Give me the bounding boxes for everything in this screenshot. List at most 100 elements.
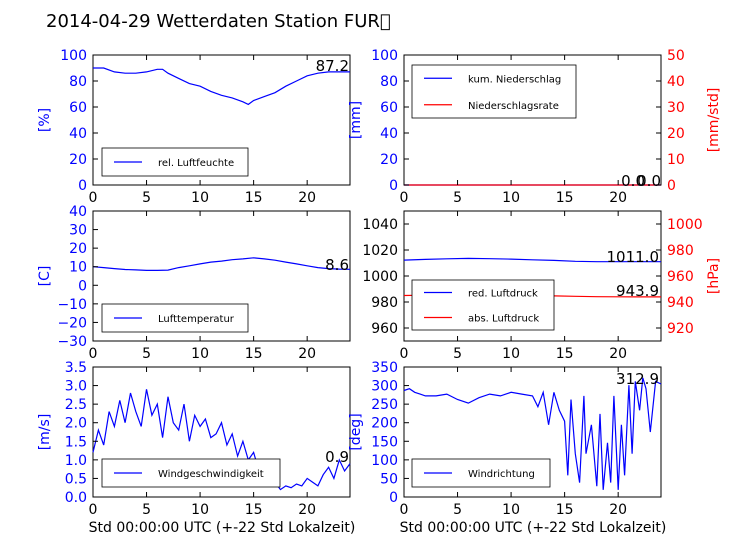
series-line-1 bbox=[403, 377, 662, 490]
legend-entry: abs. Luftdruck bbox=[468, 314, 539, 325]
y-tick-label: 20 bbox=[69, 152, 87, 168]
y-tick-label: 250 bbox=[371, 397, 398, 413]
x-tick-label: 10 bbox=[191, 502, 209, 518]
y-tick-label-right: 1000 bbox=[667, 217, 703, 233]
x-tick-label: 0 bbox=[400, 502, 409, 518]
y-tick-label: 100 bbox=[60, 48, 87, 64]
current-value-label: 0.0 bbox=[621, 172, 645, 190]
y-tick-label: 960 bbox=[371, 321, 398, 337]
legend-box bbox=[411, 279, 555, 331]
x-tick-label: 5 bbox=[453, 346, 462, 362]
y-tick-label: 10 bbox=[69, 260, 87, 276]
legend-box bbox=[411, 64, 577, 119]
series-line-1 bbox=[403, 257, 661, 263]
y-tick-label-right: 40 bbox=[667, 74, 685, 90]
y-tick-label-right: 960 bbox=[667, 269, 694, 285]
series-line-1 bbox=[93, 67, 350, 106]
x-tick-label: 15 bbox=[245, 502, 263, 518]
x-axis-label-right: Std 00:00:00 UTC (+-22 Std Lokalzeit) bbox=[400, 520, 667, 536]
x-tick-label: 0 bbox=[400, 346, 409, 362]
x-tick-label: 20 bbox=[609, 502, 627, 518]
y-tick-label: 0 bbox=[78, 178, 87, 194]
legend-entry: red. Luftdruck bbox=[468, 289, 538, 300]
x-tick-label: 0 bbox=[89, 346, 98, 362]
y-tick-label: 350 bbox=[371, 360, 398, 376]
y-tick-label: 100 bbox=[371, 453, 398, 469]
x-tick-label: 0 bbox=[89, 502, 98, 518]
y-tick-label: 40 bbox=[380, 126, 398, 142]
x-tick-label: 0 bbox=[400, 190, 409, 206]
series-line-1 bbox=[92, 389, 351, 491]
y-tick-label-right: 50 bbox=[667, 48, 685, 64]
x-tick-label: 0 bbox=[89, 190, 98, 206]
y-tick-label: 50 bbox=[380, 471, 398, 487]
plot-frame bbox=[92, 210, 351, 342]
y-tick-label: 80 bbox=[69, 74, 87, 90]
x-tick-label: 10 bbox=[191, 346, 209, 362]
y-tick-label: 0.5 bbox=[65, 471, 87, 487]
legend-entry: rel. Luftfeuchte bbox=[158, 158, 234, 169]
y-tick-label: 60 bbox=[69, 100, 87, 116]
series-line-1 bbox=[92, 257, 351, 271]
y-tick-label: 20 bbox=[380, 152, 398, 168]
x-tick-label: 15 bbox=[556, 502, 574, 518]
x-tick-label: 15 bbox=[556, 346, 574, 362]
legend: kum. Niederschlag Niederschlagsrate bbox=[411, 64, 577, 119]
legend: rel. Luftfeuchte bbox=[101, 147, 249, 177]
x-tick-label: 5 bbox=[453, 190, 462, 206]
chart-panel-2: 0 5 10 15 20 0 20 40 60 80 100 0 10 20 30 40 50 [mm] [mm/s… bbox=[348, 48, 722, 206]
y-tick-label: 1040 bbox=[362, 217, 398, 233]
y-tick-label: 80 bbox=[380, 74, 398, 90]
current-value-label-right: 943.9 bbox=[616, 282, 659, 300]
y-tick-label: 40 bbox=[69, 204, 87, 220]
y-tick-label: 2.0 bbox=[65, 416, 87, 432]
x-tick-label: 20 bbox=[298, 190, 316, 206]
chart-panel-6: 0 5 10 15 20050100150200250300350[deg]312.9W… bbox=[348, 360, 662, 518]
legend-entry: kum. Niederschlag bbox=[468, 74, 561, 85]
y-tick-label: 1000 bbox=[362, 269, 398, 285]
y-tick-label: 0 bbox=[78, 278, 87, 294]
current-value-label-right: 0.0 bbox=[637, 172, 661, 190]
chart-panel-5: 0 5 10 15 20 0.0 0.5 1.0 1.5 2.0 2.5 3.0 3.5 [m/s] 0.9… bbox=[37, 360, 351, 518]
page-title: 2014-04-29 Wetterdaten Station FUR  bbox=[46, 11, 391, 32]
y-tick-label: 1.0 bbox=[65, 453, 87, 469]
x-tick-label: 5 bbox=[142, 346, 151, 362]
y-axis-label: [mm] bbox=[348, 101, 364, 139]
y-tick-label: 40 bbox=[69, 126, 87, 142]
x-tick-label: 15 bbox=[245, 190, 263, 206]
legend: Windgeschwindigkeit bbox=[101, 458, 281, 488]
y-tick-label: −10 bbox=[57, 297, 87, 313]
legend: Windrichtung bbox=[411, 458, 551, 488]
current-value-label: 312.9 bbox=[616, 370, 659, 388]
y-axis-label-right: [hPa] bbox=[706, 258, 722, 294]
plot-frame bbox=[92, 54, 351, 186]
legend: Lufttemperatur bbox=[101, 303, 249, 333]
y-tick-label-right: 940 bbox=[667, 295, 694, 311]
y-tick-label: 1020 bbox=[362, 243, 398, 259]
x-tick-label: 10 bbox=[502, 502, 520, 518]
x-tick-label: 5 bbox=[142, 502, 151, 518]
x-axis-label-left: Std 00:00:00 UTC (+-22 Std Lokalzeit) bbox=[89, 520, 356, 536]
x-tick-label: 20 bbox=[298, 346, 316, 362]
y-tick-label-right: 20 bbox=[667, 126, 685, 142]
y-tick-label-right: 30 bbox=[667, 100, 685, 116]
x-tick-label: 5 bbox=[453, 502, 462, 518]
plot-frame bbox=[403, 366, 662, 498]
current-value-label: 87.2 bbox=[316, 57, 349, 75]
legend-entry: Lufttemperatur bbox=[158, 314, 235, 325]
current-value-label: 1011.0 bbox=[607, 248, 660, 266]
x-tick-label: 5 bbox=[142, 190, 151, 206]
y-tick-label-right: 0 bbox=[667, 178, 676, 194]
y-tick-label-right: 10 bbox=[667, 152, 685, 168]
x-tick-label: 20 bbox=[609, 190, 627, 206]
x-tick-label: 15 bbox=[245, 346, 263, 362]
y-tick-label: 0 bbox=[389, 490, 398, 506]
y-tick-label: 3.5 bbox=[65, 360, 87, 376]
x-tick-label: 20 bbox=[609, 346, 627, 362]
y-tick-label: 0 bbox=[389, 178, 398, 194]
y-tick-label-right: 980 bbox=[667, 243, 694, 259]
y-tick-label: 1.5 bbox=[65, 434, 87, 450]
y-axis-label-right: [mm/std] bbox=[706, 88, 722, 153]
y-axis-label: [C] bbox=[37, 266, 53, 287]
